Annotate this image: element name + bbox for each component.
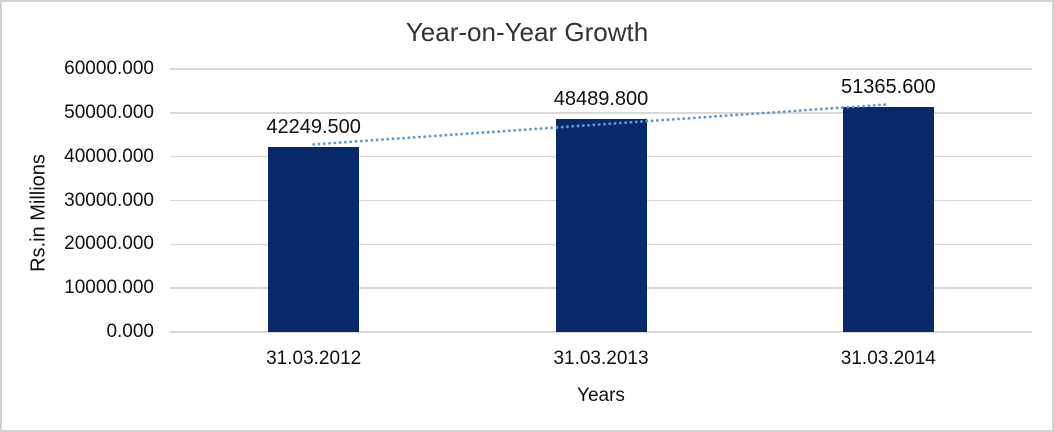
x-axis-title: Years [577,385,625,406]
bar-31.03.2013 [555,119,647,332]
plot-area [170,68,1032,333]
bar-31.03.2014 [842,106,934,332]
gridline [170,112,1032,114]
x-tick-label: 31.03.2014 [840,348,936,369]
bar-31.03.2012 [268,146,360,332]
bar-value-label: 48489.800 [553,88,649,111]
y-tick-label: 50000.000 [64,101,154,123]
y-tick-label: 40000.000 [64,145,154,167]
y-tick-label: 30000.000 [64,189,154,211]
gridline [170,331,1032,333]
gridline [170,68,1032,70]
chart-title: Year-on-Year Growth [405,17,649,47]
y-tick-label: 10000.000 [64,277,154,299]
y-tick-label: 60000.000 [64,58,154,79]
trendline [312,102,890,146]
x-tick-label: 31.03.2013 [553,348,649,369]
y-tick-label: 0.000 [106,321,154,342]
bar-value-label: 42249.500 [266,115,361,138]
bar-value-label: 51365.600 [841,75,936,98]
x-tick-label: 31.03.2012 [266,348,362,369]
y-tick-label: 20000.000 [64,233,154,255]
